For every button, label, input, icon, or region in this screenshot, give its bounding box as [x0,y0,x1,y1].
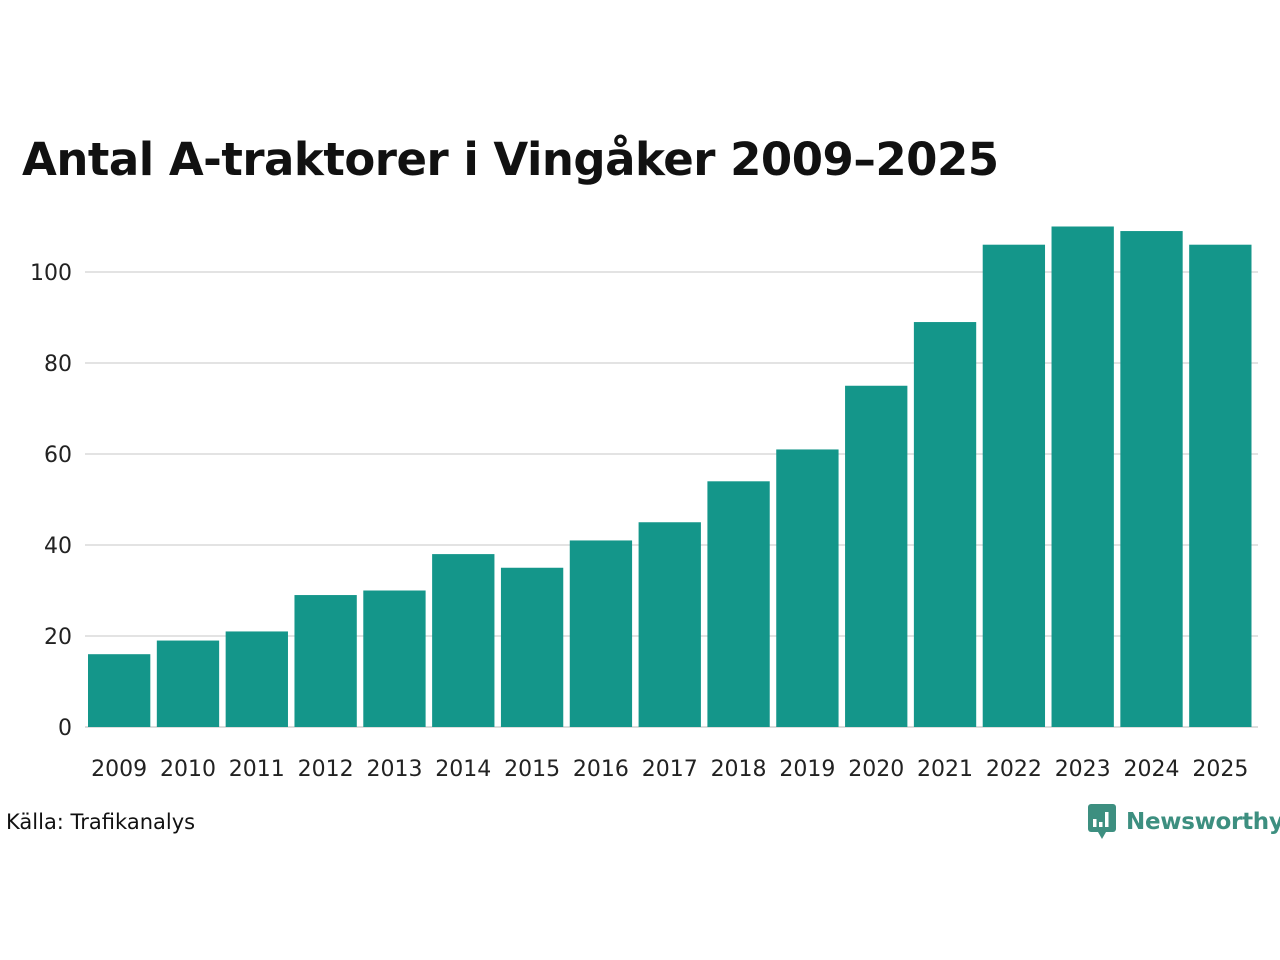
bar-2015 [500,567,564,727]
bar-2010 [156,640,220,727]
x-tick-label: 2018 [711,757,767,782]
y-tick-label: 80 [44,352,72,377]
bar-2017 [638,522,701,727]
bar-2011 [225,631,288,727]
bar-2013 [363,590,426,727]
bars [88,226,1252,728]
x-tick-label: 2024 [1124,757,1180,782]
bar-2025 [1189,244,1252,727]
x-tick-label: 2017 [642,757,698,782]
x-tick-label: 2022 [986,757,1042,782]
x-tick-label: 2019 [779,757,835,782]
bar-2018 [707,481,770,727]
x-tick-label: 2023 [1055,757,1111,782]
x-tick-label: 2009 [91,757,147,782]
x-tick-label: 2025 [1192,757,1248,782]
brand-name: Newsworthy [1126,809,1280,835]
bar-2023 [1051,226,1114,727]
x-tick-label: 2014 [435,757,491,782]
bar-2009 [88,654,151,727]
x-tick-label: 2021 [917,757,973,782]
bar-2014 [432,554,495,727]
chart-title: Antal A-traktorer i Vingåker 2009–2025 [22,133,999,186]
x-tick-label: 2016 [573,757,629,782]
y-tick-label: 60 [44,443,72,468]
bar-2019 [776,449,839,727]
x-tick-label: 2013 [366,757,422,782]
newsworthy-logo-icon [1088,804,1116,839]
y-axis-tick-labels: 0 20 40 60 80 100 [30,261,72,741]
bar-2012 [294,595,357,727]
source-note: Källa: Trafikanalys [6,810,196,834]
bar-2024 [1120,231,1183,728]
x-tick-label: 2015 [504,757,560,782]
x-tick-label: 2010 [160,757,216,782]
y-tick-label: 0 [58,716,72,741]
y-tick-label: 100 [30,261,72,286]
x-tick-label: 2011 [229,757,285,782]
bar-2020 [845,385,908,727]
y-tick-label: 40 [44,534,72,559]
x-tick-label: 2012 [298,757,354,782]
x-axis-tick-labels: 2009 2010 2011 2012 2013 2014 2015 2016 2017 2018… [91,757,1248,782]
bar-2021 [913,322,977,727]
bar-2022 [982,244,1046,727]
x-tick-label: 2020 [848,757,904,782]
brand-logo: Newsworthy [1088,804,1280,840]
y-tick-label: 20 [44,625,72,650]
bar-2016 [569,540,633,727]
